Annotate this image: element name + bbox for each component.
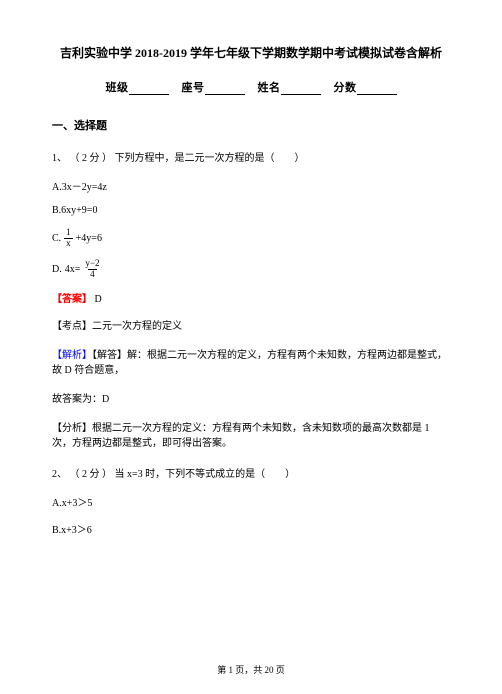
q1-option-c-fraction: 1 x [64,228,73,249]
q1-conclusion: 故答案为：D [52,392,450,407]
score-label: 分数 [334,82,357,94]
q1-option-c: C. 1 x +4y=6 [52,228,450,249]
name-label: 姓名 [258,82,281,94]
q1-option-d-fraction: y−2 4 [83,259,101,280]
q1-option-c-rest: +4y=6 [76,233,102,244]
page-footer: 第 1 页，共 20 页 [0,663,502,676]
q1-option-d-den: 4 [88,269,97,280]
q2-stem: 2、 （ 2 分 ） 当 x=3 时，下列不等式成立的是（ ） [52,465,450,480]
q1-option-d-prefix: D. [52,264,62,275]
answer-value: D [92,294,102,305]
jiexi-text: 【解答】解：根据二元一次方程的定义，方程有两个未知数，方程两边都是整式，故 D … [52,350,447,376]
q1-answer: 【答案】 D [52,290,450,305]
score-blank [357,83,397,95]
q1-option-c-prefix: C. [52,233,61,244]
q1-kaodian: 【考点】二元一次方程的定义 [52,319,450,334]
section-header: 一、选择题 [52,117,450,133]
q1-stem: 1、 （ 2 分 ） 下列方程中，是二元一次方程的是（ ） [52,149,450,164]
q1-option-d-num: y−2 [83,259,101,269]
seat-blank [205,83,245,95]
class-label: 班级 [106,82,129,94]
class-blank [129,83,169,95]
q1-jiexi: 【解析】【解答】解：根据二元一次方程的定义，方程有两个未知数，方程两边都是整式，… [52,348,450,378]
q1-option-c-num: 1 [64,228,73,238]
q1-option-d: D. 4x= y−2 4 [52,259,450,280]
q2-option-a: A.x+3＞5 [52,494,450,509]
form-row: 班级 座号 姓名 分数 [52,79,450,95]
q1-option-b: B.6xy+9=0 [52,205,450,216]
seat-label: 座号 [182,82,205,94]
q1-fenxi: 【分析】根据二元一次方程的定义：方程有两个未知数，含未知数项的最高次数都是 1 … [52,421,450,451]
q1-option-a: A.3x－2y=4z [52,178,450,193]
name-blank [281,83,321,95]
exam-title: 吉利实验中学 2018-2019 学年七年级下学期数学期中考试模拟试卷含解析 [52,44,450,61]
answer-label: 【答案】 [52,294,92,305]
q2-option-b: B.x+3＞6 [52,521,450,536]
q1-option-c-den: x [64,238,73,249]
q1-option-d-lhs: 4x= [65,264,81,275]
jiexi-label: 【解析】 [52,350,92,361]
